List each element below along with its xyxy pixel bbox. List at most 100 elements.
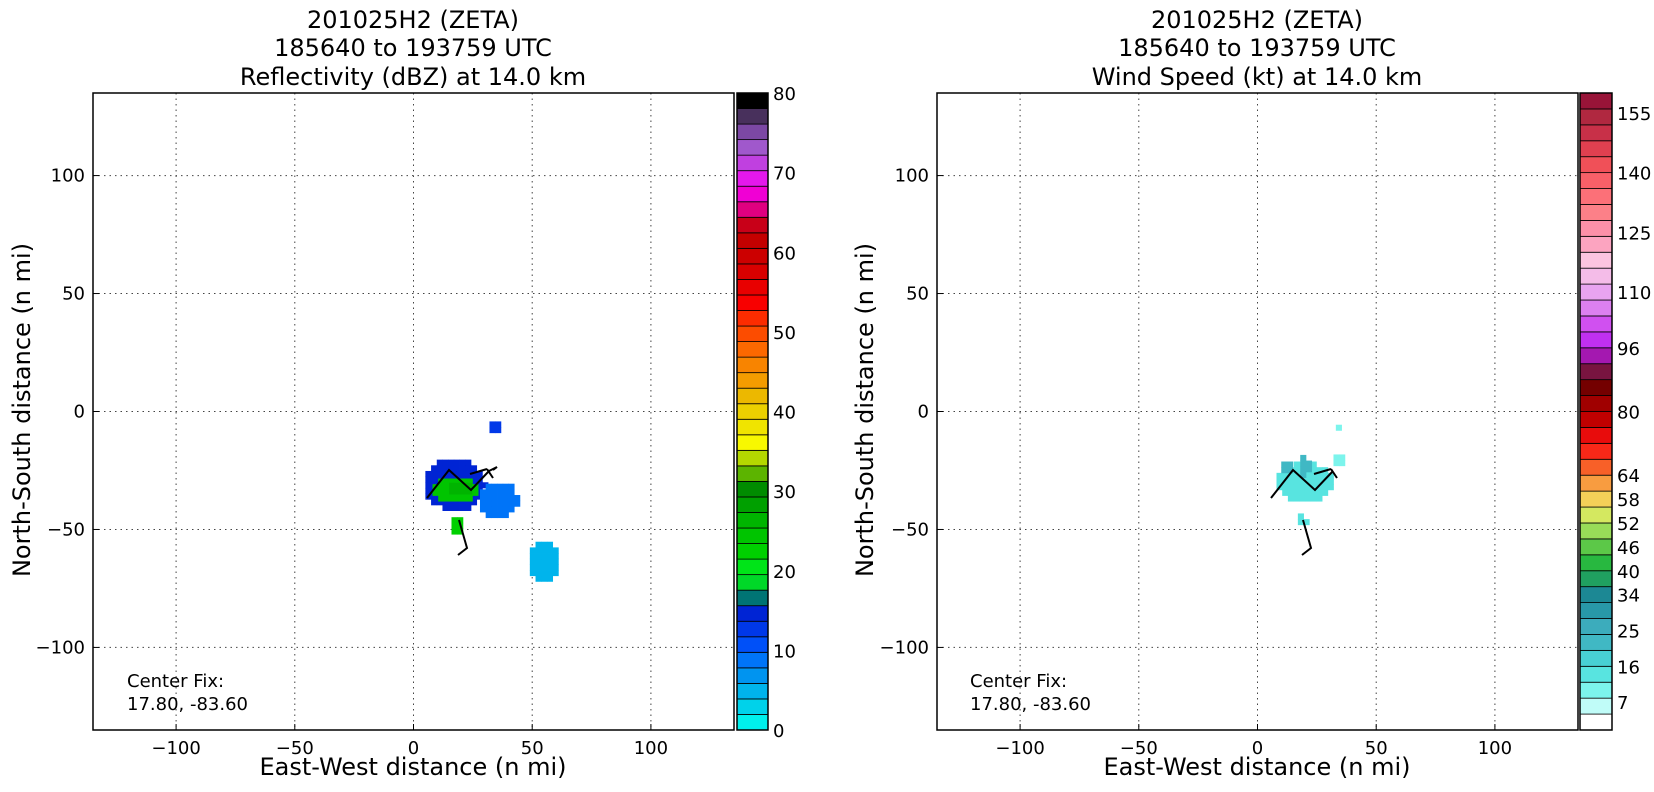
echo-cell: [479, 489, 487, 496]
colorbar-segment: [736, 185, 769, 203]
echo-cell: [1310, 495, 1317, 502]
echo-cell: [1293, 472, 1300, 479]
echo-cell: [443, 495, 450, 502]
echo-cell: [552, 553, 559, 560]
echo-cell: [460, 482, 467, 489]
echo-cell: [476, 487, 483, 495]
echo-cell: [497, 506, 504, 513]
echo-cell: [497, 489, 504, 496]
colorbar-segment: [1579, 442, 1613, 460]
echo-cell: [1333, 460, 1340, 467]
wind-speed-echoes: [1276, 424, 1346, 526]
colorbar-segment: [736, 605, 769, 622]
echo-cell: [1327, 478, 1334, 485]
echo-cell: [491, 506, 498, 513]
colorbar-segment: [1579, 188, 1613, 205]
echo-cell: [470, 476, 478, 483]
colorbar-segment: [1579, 618, 1613, 635]
echo-cell: [459, 499, 466, 506]
colorbar-tick-label: 7: [1617, 693, 1628, 714]
echo-cell: [1281, 467, 1288, 474]
echo-cell: [1286, 467, 1294, 474]
echo-cell: [479, 506, 487, 513]
colorbar-segment: [1579, 490, 1613, 508]
colorbar-tick-label: 20: [773, 562, 796, 583]
echo-cell: [497, 483, 504, 490]
echo-cell: [491, 495, 498, 502]
colorbar-segment: [736, 356, 769, 374]
plot-frame: [936, 92, 1579, 731]
echo-cell: [482, 482, 489, 489]
echo-cell: [541, 553, 548, 560]
echo-cell: [495, 421, 502, 428]
echo-cell: [535, 547, 542, 554]
echo-cell: [438, 489, 445, 496]
echo-cell: [431, 470, 438, 478]
echo-cell: [1293, 461, 1300, 468]
chart-title-line-2: 185640 to 193759 UTC: [1118, 34, 1396, 62]
x-tick-label: −100: [995, 738, 1044, 759]
y-tick-label: 100: [895, 166, 929, 187]
echo-cell: [491, 483, 498, 490]
echo-cell: [502, 489, 509, 496]
echo-cell: [470, 499, 478, 506]
echo-cell: [1304, 489, 1312, 496]
echo-cell: [451, 517, 458, 524]
echo-cell: [442, 459, 449, 466]
echo-cell: [535, 558, 542, 565]
echo-cell: [465, 499, 472, 506]
colorbar-segment: [1579, 204, 1613, 221]
colorbar-segment: [1579, 140, 1613, 158]
y-tick-label: −100: [880, 637, 929, 658]
colorbar-segment: [736, 232, 769, 249]
echo-cell: [514, 495, 521, 502]
echo-cell: [1297, 519, 1304, 526]
echo-cell: [1276, 472, 1283, 479]
echo-cell: [453, 459, 460, 466]
echo-cell: [1300, 471, 1307, 478]
colorbar-tick-label: 46: [1617, 538, 1640, 559]
colorbar-segment: [736, 512, 769, 529]
echo-cell: [546, 558, 554, 565]
colorbar-segment: [1579, 395, 1613, 412]
echo-cell: [502, 495, 509, 502]
echo-cell: [476, 493, 483, 500]
colorbar: 0 10 20 30 40 50 60 70 80: [736, 84, 796, 742]
echo-cell: [459, 504, 466, 511]
echo-cell: [465, 459, 472, 466]
colorbar-segment: [736, 92, 769, 109]
echo-cell: [470, 493, 478, 500]
echo-cell: [541, 570, 548, 577]
colorbar-segment: [736, 543, 769, 560]
colorbar-segment: [736, 139, 769, 156]
echo-cell: [535, 575, 542, 582]
colorbar: 7 16 25 34 40 46 52 58 64 80 96 110 125 140 155: [1579, 92, 1651, 731]
echo-cell: [489, 421, 496, 428]
echo-cell: [438, 484, 445, 491]
echo-cell: [431, 493, 438, 500]
y-tick-label: 0: [74, 402, 85, 423]
echo-cell: [1316, 489, 1323, 496]
x-tick-label: 0: [408, 738, 419, 759]
echo-cell: [448, 470, 455, 478]
echo-cell: [449, 495, 456, 502]
echo-cell: [466, 482, 473, 489]
echo-cell: [1293, 495, 1300, 502]
colorbar-segment: [1579, 634, 1613, 651]
echo-cell: [529, 553, 536, 560]
colorbar-tick-label: 60: [773, 243, 796, 264]
colorbar-tick-label: 70: [773, 164, 796, 185]
echo-cell: [455, 495, 462, 502]
colorbar-tick-label: 50: [773, 323, 796, 344]
colorbar-segment: [1579, 347, 1613, 365]
colorbar-segment: [736, 682, 769, 700]
echo-cell: [495, 427, 502, 434]
chart-title-line-3: Wind Speed (kt) at 14.0 km: [1092, 63, 1423, 91]
y-tick-label: −50: [891, 519, 929, 540]
echo-cell: [535, 553, 542, 560]
echo-cell: [465, 470, 472, 478]
echo-cell: [1316, 467, 1323, 474]
echo-cell: [453, 470, 460, 478]
colorbar-segment: [1579, 506, 1613, 524]
